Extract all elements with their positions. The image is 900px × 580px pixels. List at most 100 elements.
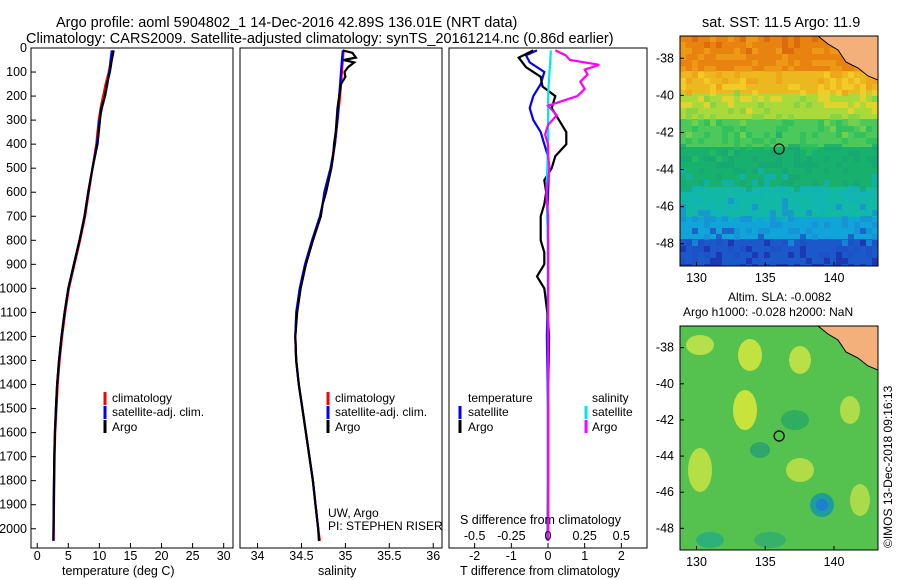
sst-pixel (848, 252, 854, 258)
x-tick-label: 5 (65, 549, 72, 563)
salinity-panel: 34 34.5 35 35.5 36 salinity climatology sate… (239, 47, 443, 578)
sst-pixel (746, 108, 752, 114)
x-tick-label: 15 (123, 549, 137, 563)
sst-pixel (710, 216, 716, 222)
sst-pixel (788, 120, 794, 126)
sst-pixel (728, 162, 734, 168)
sst-pixel (794, 162, 800, 168)
sst-pixel (680, 156, 686, 162)
sst-pixel (692, 120, 698, 126)
sst-land (817, 36, 878, 81)
sst-pixel (818, 186, 824, 192)
sst-pixel (728, 156, 734, 162)
sst-pixel (686, 90, 692, 96)
sst-pixel (704, 78, 710, 84)
sst-map-panel: sat. SST: 11.5 Argo: 11.9 130 135 140 -38 -4… (656, 15, 879, 285)
x-tick-label: 0 (34, 549, 41, 563)
sst-pixel (752, 216, 758, 222)
sst-pixel (830, 126, 836, 132)
sst-pixel (872, 210, 878, 216)
sst-pixel (752, 210, 758, 216)
sst-map-ticks: 130 135 140 -38 -40 -42 -44 -46 -48 (656, 51, 845, 285)
sst-pixel (728, 84, 734, 90)
legend-label-sal-argo: Argo (592, 420, 618, 434)
sst-pixel (776, 114, 782, 120)
sst-pixel (728, 96, 734, 102)
sst-pixel (770, 150, 776, 156)
sst-pixel (686, 192, 692, 198)
sst-pixel (860, 228, 866, 234)
sst-pixel (722, 162, 728, 168)
temperature-axes-frame (30, 47, 234, 549)
legend-title-salinity: salinity (592, 391, 629, 405)
sst-pixel (704, 246, 710, 252)
sst-pixel (704, 222, 710, 228)
y-tick-label: 1200 (0, 329, 27, 343)
sst-pixel (698, 240, 704, 246)
sst-pixel (854, 180, 860, 186)
sst-pixel (734, 228, 740, 234)
sst-pixel (830, 66, 836, 72)
y-tick-label: 1900 (0, 498, 27, 512)
x-tick-label: -2 (469, 549, 480, 563)
sst-pixel (692, 72, 698, 78)
sla-anomaly (754, 532, 786, 548)
sst-pixel (680, 186, 686, 192)
sst-pixel (788, 252, 794, 258)
sst-pixel (788, 240, 794, 246)
sst-pixel (692, 198, 698, 204)
sst-pixel (776, 156, 782, 162)
map-y-tick-label: -40 (656, 377, 674, 391)
sst-pixel (698, 198, 704, 204)
sst-pixel (866, 216, 872, 222)
sst-pixel (710, 90, 716, 96)
sst-pixel (764, 264, 770, 266)
sst-pixel (824, 60, 830, 66)
s-tick-label: -0.5 (464, 529, 486, 543)
sst-pixel (722, 180, 728, 186)
t-difference-axis-label: T difference from climatology (460, 564, 621, 578)
sst-pixel (734, 204, 740, 210)
y-tick-label: 1500 (0, 402, 27, 416)
sst-pixel (680, 180, 686, 186)
sst-pixel (680, 66, 686, 72)
sla-anomaly (850, 484, 870, 516)
sst-pixel (848, 240, 854, 246)
sst-pixel (728, 126, 734, 132)
sst-pixel (872, 108, 878, 114)
temperature-series (52, 50, 115, 541)
sst-pixel (728, 240, 734, 246)
sst-pixel (848, 198, 854, 204)
sst-pixel (734, 138, 740, 144)
y-tick-label: 400 (6, 137, 27, 151)
sst-pixel (812, 222, 818, 228)
sst-pixel (746, 48, 752, 54)
sst-pixel (728, 102, 734, 108)
sst-pixel (716, 240, 722, 246)
sst-pixel (758, 138, 764, 144)
sst-pixel (692, 60, 698, 66)
map-x-tick-label: 135 (755, 271, 776, 285)
sla-map-ticks: 130 135 140 -38 -40 -42 -44 -46 -48 (656, 341, 845, 569)
sst-pixel (710, 84, 716, 90)
sst-pixel (686, 156, 692, 162)
sst-pixel (764, 174, 770, 180)
sst-pixel (698, 186, 704, 192)
sla-anomaly (789, 346, 811, 374)
sla-map-image (680, 326, 878, 550)
sst-pixel (824, 204, 830, 210)
sst-pixel (806, 168, 812, 174)
sst-pixel (746, 132, 752, 138)
sst-pixel (680, 246, 686, 252)
sst-pixel (782, 240, 788, 246)
series-line-argo (52, 50, 115, 541)
map-x-tick-label: 140 (824, 555, 845, 569)
sst-pixel (872, 102, 878, 108)
sst-pixel (794, 144, 800, 150)
sst-pixel (770, 162, 776, 168)
sst-pixel (722, 210, 728, 216)
sst-pixel (764, 228, 770, 234)
sst-pixel (794, 228, 800, 234)
sst-pixel (806, 156, 812, 162)
sst-pixel (830, 60, 836, 66)
